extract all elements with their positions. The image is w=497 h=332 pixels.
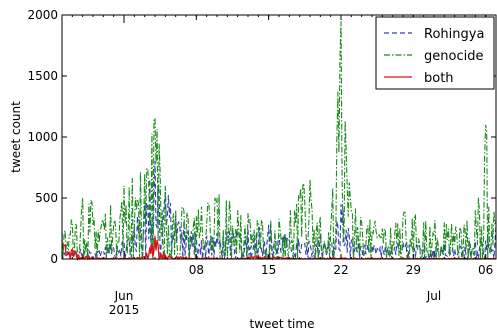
y-axis: 0 500 1000 1500 2000 <box>27 8 496 266</box>
legend-label-rohingya: Rohingya <box>424 27 484 42</box>
series-line-genocide <box>61 21 497 261</box>
x-tick-label: 08 <box>189 263 204 277</box>
y-tick-label: 2000 <box>27 8 58 22</box>
x-major-tick-sublabel: 2015 <box>109 303 140 317</box>
x-major-tick-label: Jun <box>114 289 134 303</box>
x-tick-label: 29 <box>406 263 421 277</box>
x-tick-label: 15 <box>261 263 276 277</box>
y-tick-label: 500 <box>35 191 58 205</box>
y-tick-label: 1500 <box>27 69 58 83</box>
x-axis-label: tweet time <box>250 317 315 331</box>
x-tick-label: 06 <box>478 263 493 277</box>
legend-label-both: both <box>424 71 454 86</box>
legend-label-genocide: genocide <box>424 49 483 64</box>
y-tick-label: 0 <box>50 252 58 266</box>
x-major-tick-label: Jul <box>426 289 441 303</box>
y-axis-label: tweet count <box>9 101 23 173</box>
legend: Rohingya genocide both <box>375 16 495 90</box>
y-tick-label: 1000 <box>27 130 58 144</box>
x-tick-label: 22 <box>333 263 348 277</box>
